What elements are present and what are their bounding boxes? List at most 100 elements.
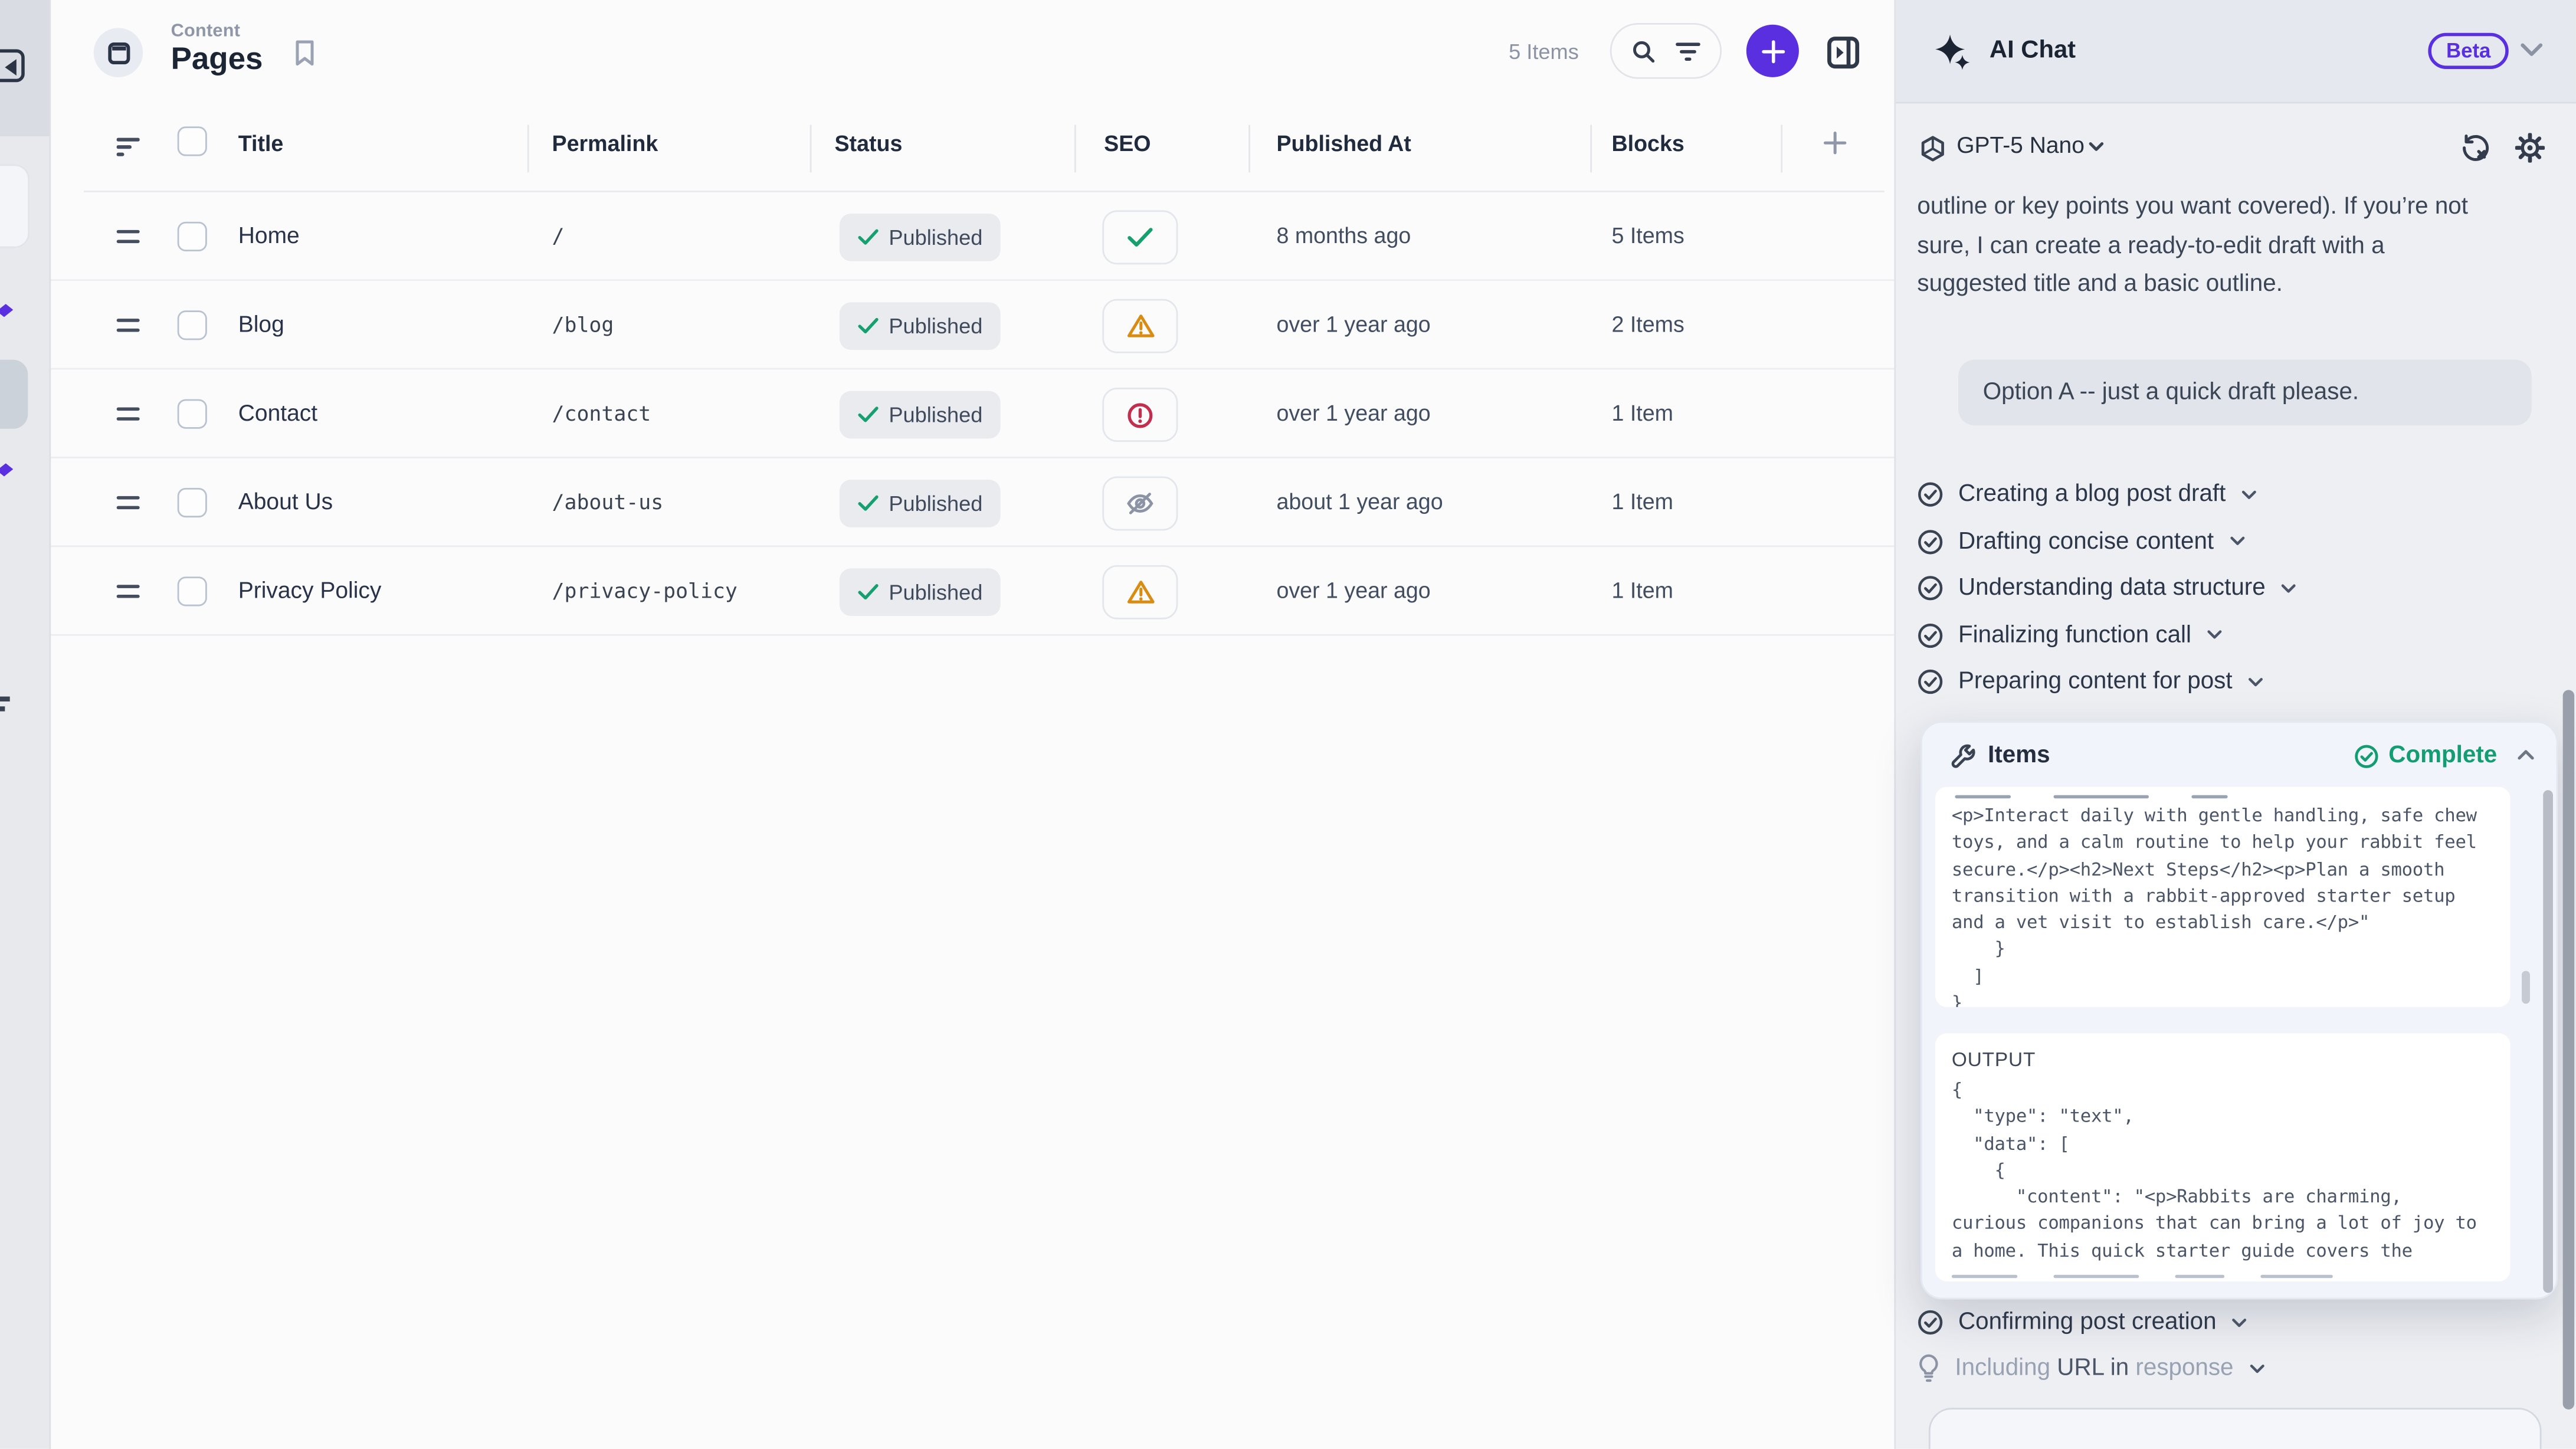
bookmark-icon[interactable] [293,40,317,67]
published-at-cell: over 1 year ago [1276,312,1431,337]
table-row[interactable]: Blog/blog Published over 1 year ago 2 Items [51,281,1895,370]
plus-icon [1761,39,1784,63]
permalink-cell: /contact [552,401,651,426]
drag-handle-icon[interactable] [116,496,140,509]
select-all-checkbox[interactable] [177,126,207,156]
seo-hidden-eye-off-icon [1127,493,1153,514]
add-page-button[interactable] [1746,24,1799,77]
seo-indicator-button[interactable] [1102,476,1178,531]
task-item-creating-a-blog-post-draft[interactable]: Creating a blog post draft [1917,476,2257,512]
table-row[interactable]: About Us/about-us Published about 1 year a… [51,458,1895,548]
openai-logo-icon [1919,135,1946,162]
published-check-icon [858,406,879,422]
clear-history-icon[interactable] [2461,133,2490,163]
row-checkbox[interactable] [177,221,207,252]
column-header-blocks[interactable]: Blocks [1611,131,1684,156]
seo-indicator-button[interactable] [1102,388,1178,442]
clipped-line [1951,1274,2333,1278]
task-item-finalizing-function-call[interactable]: Finalizing function call [1917,617,2223,653]
task-label: Creating a blog post draft [1958,481,2226,508]
page-title-cell[interactable]: Home [238,221,300,248]
output-label: OUTPUT [1951,1048,2036,1071]
check-circle-icon [1918,529,1943,554]
page-title-cell[interactable]: Blog [238,310,284,337]
chat-panel-title: AI Chat [1989,36,2076,64]
tool-card-scrollbar[interactable] [2543,790,2553,1293]
task-item-drafting-concise-content[interactable]: Drafting concise content [1917,523,2245,559]
tool-output-code-block[interactable]: OUTPUT { "type": "text", "data": [ { "co… [1935,1033,2511,1281]
table-row[interactable]: Home / Published 8 months ago 5 Items [51,192,1895,281]
page-title-cell[interactable]: About Us [238,487,333,514]
task-label: Drafting concise content [1958,528,2214,555]
seo-indicator-button[interactable] [1102,299,1178,353]
published-at-cell: over 1 year ago [1276,578,1431,603]
task-item-preparing-content-for-post[interactable]: Preparing content for post [1917,664,2263,700]
page-title-cell[interactable]: Contact [238,399,318,426]
seo-indicator-button[interactable] [1102,210,1178,265]
window-icon [107,41,130,64]
task-item-confirming-post-creation[interactable]: Confirming post creation [1917,1304,2247,1340]
lightbulb-icon [1919,1354,1938,1382]
assistant-message: outline or key points you want covered).… [1917,194,2468,297]
row-checkbox[interactable] [177,310,207,340]
model-selector[interactable]: GPT-5 Nano [1956,131,2085,158]
chevron-down-icon [2248,677,2263,686]
collapse-sidebar-icon[interactable] [0,49,25,83]
check-circle-icon [1918,482,1943,507]
chevron-down-icon [2207,630,2221,639]
chevron-down-icon[interactable] [2520,42,2543,57]
blocks-cell: 2 Items [1611,312,1684,337]
seo-indicator-button[interactable] [1102,565,1178,619]
check-circle-icon [2355,744,2378,768]
table-row[interactable]: Privacy Policy/privacy-policy Published ov… [51,547,1895,636]
drag-handle-icon[interactable] [116,230,140,243]
sidebar-icon-fragment [0,706,5,712]
column-header-status[interactable]: Status [834,131,903,156]
code-line: } [1951,939,2005,960]
task-item-including-url-in-response[interactable]: Including URL in response [1917,1350,2264,1386]
code-line: a home. This quick starter guide covers … [1951,1240,2413,1261]
row-checkbox[interactable] [177,576,207,607]
column-header-permalink[interactable]: Permalink [552,131,658,156]
chat-input-box[interactable] [1928,1408,2542,1449]
chat-scrollbar[interactable] [2562,690,2575,1410]
tool-card-header[interactable]: Items Complete [1922,723,2557,788]
chevron-up-icon[interactable] [2517,749,2535,760]
status-badge: Published [839,213,1001,261]
column-header-title[interactable]: Title [238,131,284,156]
row-checkbox[interactable] [177,487,207,518]
code-line: <p>Interact daily with gentle handling, … [1951,805,2477,827]
clipped-line [1952,795,2494,802]
column-header-seo[interactable]: SEO [1104,131,1151,156]
table-row[interactable]: Contact/contact Published over 1 year ago 1… [51,369,1895,458]
user-message-text: Option A -- just a quick draft please. [1982,379,2359,406]
blocks-cell: 1 Item [1611,401,1673,426]
tool-input-code-block[interactable]: <p>Interact daily with gentle handling, … [1935,786,2511,1007]
permalink-cell: /about-us [552,489,664,514]
drag-handle-icon[interactable] [116,319,140,332]
sidebar-item-partial[interactable] [0,164,30,248]
column-header-published-at[interactable]: Published At [1276,131,1411,156]
code-line: ] [1951,965,1984,987]
drag-handle-icon[interactable] [116,407,140,421]
add-column-icon[interactable] [1823,132,1847,155]
sort-icon[interactable] [116,136,140,158]
page-title-cell[interactable]: Privacy Policy [238,576,382,603]
published-check-icon [858,229,879,245]
search-icon[interactable] [1631,38,1656,63]
row-checkbox[interactable] [177,399,207,429]
status-label: Published [889,225,983,250]
settings-gear-icon[interactable] [2515,133,2545,163]
code-block-scrollbar[interactable] [2522,971,2530,1004]
permalink-cell: /privacy-policy [552,578,738,603]
seo-warning-icon [1126,581,1154,604]
sidebar-item-partial[interactable] [0,359,28,429]
filter-icon[interactable] [1676,40,1700,61]
drag-handle-icon[interactable] [116,585,140,598]
toggle-right-panel-icon[interactable] [1827,36,1860,69]
code-line: { [1951,1159,2005,1181]
task-item-understanding-data-structure[interactable]: Understanding data structure [1917,570,2296,606]
task-label: Confirming post creation [1958,1309,2217,1336]
seo-warning-icon [1126,314,1154,337]
